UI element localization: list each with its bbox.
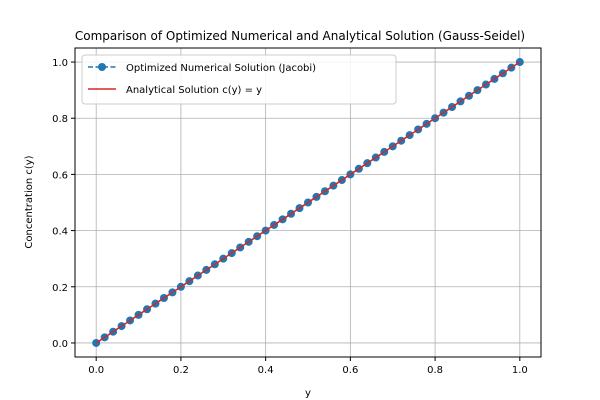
y-tick-label: 0.6 bbox=[52, 170, 68, 181]
x-tick-label: 0.4 bbox=[258, 365, 274, 376]
y-tick-label: 0.8 bbox=[52, 114, 68, 125]
y-tick-label: 0.4 bbox=[52, 227, 68, 238]
legend: Optimized Numerical Solution (Jacobi) An… bbox=[81, 54, 397, 105]
x-tick-label: 0.2 bbox=[173, 365, 189, 376]
y-tick-label: 1.0 bbox=[52, 58, 68, 69]
y-tick-label: 0.2 bbox=[52, 283, 68, 294]
legend-analytical-label: Analytical Solution c(y) = y bbox=[126, 85, 262, 96]
legend-numerical-marker bbox=[98, 63, 106, 71]
ticks: 0.0 0.2 0.4 0.6 0.8 1.0 0.0 0.2 0.4 0.6 0.8 1.0 bbox=[52, 58, 528, 376]
analytical-series-line bbox=[95, 61, 521, 344]
x-tick-label: 1.0 bbox=[512, 365, 528, 376]
x-axis-label: y bbox=[305, 388, 311, 399]
y-axis-label: Concentration c(y) bbox=[24, 155, 35, 248]
y-tick-label: 0.0 bbox=[52, 339, 68, 350]
x-tick-label: 0.0 bbox=[88, 365, 104, 376]
x-tick-label: 0.6 bbox=[342, 365, 358, 376]
series-layer bbox=[92, 58, 524, 347]
x-tick-label: 0.8 bbox=[427, 365, 443, 376]
plot-frame bbox=[74, 47, 542, 358]
legend-box bbox=[81, 54, 397, 105]
chart-title: Comparison of Optimized Numerical and An… bbox=[75, 29, 525, 43]
legend-numerical-label: Optimized Numerical Solution (Jacobi) bbox=[126, 63, 316, 74]
